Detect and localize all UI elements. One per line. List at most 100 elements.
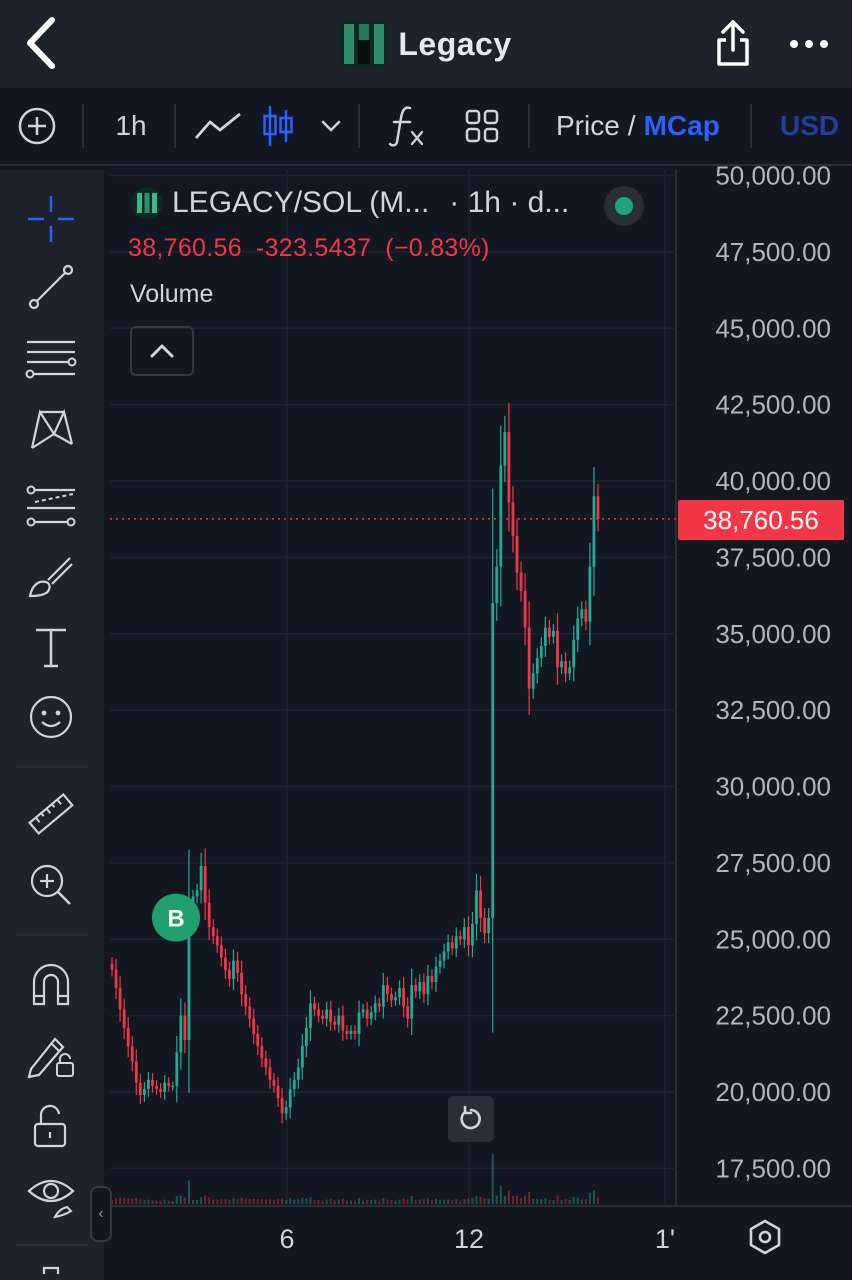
volume-bar bbox=[544, 1198, 547, 1204]
volume-bar bbox=[333, 1200, 336, 1204]
price-mcap-toggle[interactable]: Price / MCap bbox=[556, 88, 726, 164]
volume-bar bbox=[155, 1200, 158, 1204]
price-option[interactable]: Price bbox=[556, 110, 620, 141]
buy-marker-circle[interactable] bbox=[152, 893, 200, 942]
back-button[interactable] bbox=[18, 14, 66, 72]
share-button[interactable] bbox=[708, 18, 758, 70]
candles-chart-button[interactable] bbox=[256, 88, 300, 164]
collapse-toolbar-button[interactable]: ‹ bbox=[90, 1186, 112, 1242]
candle-body bbox=[568, 667, 572, 674]
volume-bar bbox=[463, 1199, 466, 1204]
collapse-legend-button[interactable] bbox=[130, 326, 194, 376]
volume-bar bbox=[414, 1200, 417, 1204]
volume-bar bbox=[119, 1197, 122, 1204]
volume-bar bbox=[115, 1198, 118, 1204]
y-tick-label: 27,500.00 bbox=[715, 848, 831, 878]
candle-body bbox=[422, 982, 426, 995]
candle-body bbox=[232, 960, 235, 979]
candle-body bbox=[361, 1009, 365, 1013]
volume-bar bbox=[402, 1198, 405, 1204]
candle-body bbox=[130, 1046, 134, 1062]
candle-body bbox=[442, 951, 446, 961]
price-axis: 50,000.00 47,500.00 45,000.00 42,500.00 40,0… bbox=[715, 161, 831, 1184]
candle-body bbox=[236, 960, 239, 973]
lock-drawings-mode-tool[interactable] bbox=[22, 1026, 80, 1084]
candle-body bbox=[373, 1003, 377, 1013]
volume-bar bbox=[430, 1200, 433, 1204]
market-status-indicator[interactable] bbox=[604, 186, 644, 226]
share-icon bbox=[717, 20, 749, 66]
volume-bar bbox=[398, 1199, 401, 1204]
magnet-icon bbox=[32, 963, 70, 1006]
more-options-button[interactable] bbox=[786, 24, 832, 64]
volume-bar bbox=[135, 1197, 138, 1204]
chart-grid bbox=[110, 170, 852, 1207]
grid-layout-icon bbox=[465, 109, 499, 143]
delete-drawings-tool[interactable] bbox=[22, 1260, 80, 1280]
candle-body bbox=[284, 1107, 288, 1114]
candle-body bbox=[588, 566, 592, 622]
volume-bar bbox=[159, 1200, 162, 1204]
volume-bar bbox=[491, 1154, 494, 1204]
layouts-button[interactable] bbox=[458, 88, 506, 164]
volume-bar bbox=[317, 1200, 320, 1204]
volume-bar bbox=[260, 1199, 263, 1204]
brush-tool[interactable] bbox=[22, 548, 80, 606]
candle-body bbox=[580, 609, 584, 619]
emoji-tool[interactable] bbox=[22, 688, 80, 746]
x-tick-label: 1' bbox=[655, 1224, 675, 1254]
reset-chart-button[interactable] bbox=[448, 1096, 494, 1142]
candle-body bbox=[244, 994, 248, 1007]
pattern-tool[interactable] bbox=[22, 400, 80, 458]
zoom-tool[interactable] bbox=[22, 856, 80, 914]
candle-body bbox=[487, 917, 491, 934]
candle-body bbox=[527, 627, 531, 689]
candle-body bbox=[467, 927, 470, 946]
volume-legend[interactable]: Volume bbox=[130, 280, 214, 308]
candle-body bbox=[507, 432, 511, 503]
magnet-tool[interactable] bbox=[22, 956, 80, 1014]
volume-bar bbox=[264, 1199, 267, 1204]
chart-type-dropdown[interactable] bbox=[314, 88, 348, 164]
candle-body bbox=[402, 988, 405, 1007]
chart-settings-button[interactable] bbox=[744, 1216, 786, 1258]
volume-bar bbox=[588, 1192, 591, 1204]
volume-bar bbox=[131, 1198, 134, 1204]
ruler-icon bbox=[28, 792, 74, 836]
symbol-legend[interactable]: LEGACY/SOL (M... · 1h · d... bbox=[130, 186, 569, 220]
measure-tool[interactable] bbox=[22, 786, 80, 844]
volume-bar bbox=[540, 1199, 543, 1204]
mcap-option[interactable]: MCap bbox=[643, 110, 720, 141]
currency-option[interactable]: USD bbox=[780, 110, 840, 141]
forecast-tool[interactable] bbox=[22, 476, 80, 534]
hide-drawings-tool[interactable] bbox=[22, 1166, 80, 1224]
horizontal-lines-tool[interactable] bbox=[22, 328, 80, 386]
volume-bar bbox=[443, 1199, 446, 1204]
volume-bar bbox=[576, 1197, 579, 1204]
candle-body bbox=[386, 985, 389, 995]
indicators-button[interactable] bbox=[380, 88, 432, 164]
line-chart-button[interactable] bbox=[192, 88, 244, 164]
candle-body bbox=[138, 1082, 142, 1096]
change-percent: (−0.83%) bbox=[385, 234, 490, 262]
trend-line-tool[interactable] bbox=[22, 258, 80, 316]
volume-bar bbox=[495, 1195, 498, 1204]
candle-body bbox=[548, 627, 551, 637]
volume-bar bbox=[297, 1199, 300, 1204]
volume-bar bbox=[337, 1199, 340, 1204]
y-tick-label: 45,000.00 bbox=[715, 313, 831, 343]
text-tool[interactable] bbox=[22, 618, 80, 676]
candle-body bbox=[454, 936, 458, 949]
timeframe-selector[interactable]: 1h bbox=[115, 110, 147, 141]
volume-bar bbox=[111, 1200, 113, 1204]
lock-all-drawings-tool[interactable] bbox=[22, 1098, 80, 1156]
crosshair-tool[interactable] bbox=[22, 190, 80, 248]
candlestick-icon bbox=[263, 106, 293, 146]
buy-marker: B bbox=[152, 893, 200, 942]
candle-body bbox=[576, 618, 580, 640]
volume-bar bbox=[548, 1199, 551, 1204]
candle-body bbox=[523, 590, 527, 628]
currency-toggle[interactable]: USD bbox=[780, 88, 852, 164]
add-symbol-button[interactable] bbox=[12, 88, 62, 164]
